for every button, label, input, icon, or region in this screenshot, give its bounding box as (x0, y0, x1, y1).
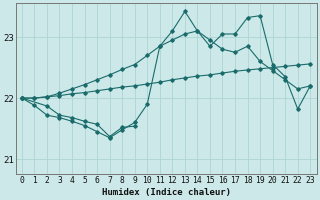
X-axis label: Humidex (Indice chaleur): Humidex (Indice chaleur) (101, 188, 231, 197)
